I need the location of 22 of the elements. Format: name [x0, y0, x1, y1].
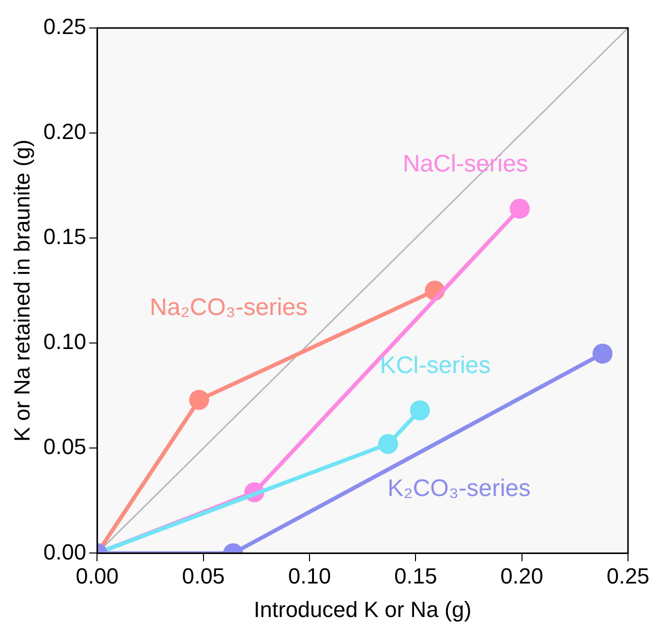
point — [189, 390, 210, 410]
x-tick-label: 0.15 — [394, 563, 438, 588]
x-tick-label: 0.25 — [606, 563, 650, 588]
point — [510, 198, 530, 219]
series-label: K₂CO₃-series — [388, 475, 531, 502]
y-tick-label: 0.25 — [43, 14, 86, 40]
y-tick-label: 0.15 — [43, 224, 86, 250]
y-tick-label: 0.20 — [43, 119, 86, 144]
series-label: KCl-series — [380, 352, 491, 379]
y-tick-label: 0.00 — [43, 539, 86, 564]
x-axis-title: Introduced K or Na (g) — [254, 596, 472, 622]
y-tick-label: 0.05 — [43, 434, 86, 460]
x-tick-label: 0.00 — [76, 563, 119, 588]
x-tick-label: 0.10 — [288, 563, 331, 588]
y-axis-title: K or Na retained in braunite (g) — [9, 140, 34, 442]
x-tick-label: 0.20 — [500, 563, 544, 588]
x-tick-label: 0.05 — [182, 563, 225, 588]
series-label: Na₂CO₃-series — [150, 294, 308, 322]
point — [410, 400, 430, 420]
point — [592, 344, 613, 364]
point — [378, 434, 398, 454]
y-tick-label: 0.10 — [43, 329, 86, 354]
